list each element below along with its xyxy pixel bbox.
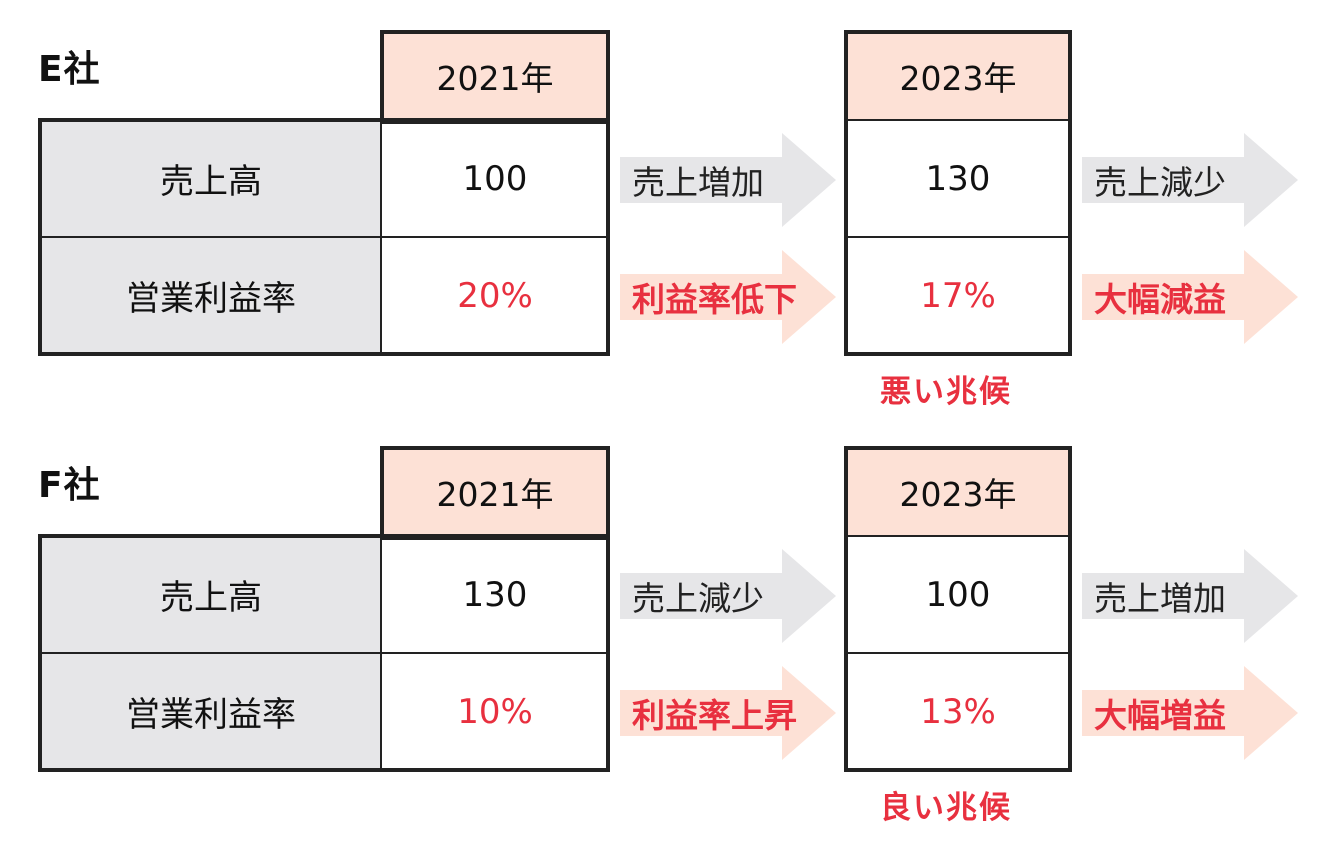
divider (846, 652, 1070, 654)
arrow-margin-end: 大幅減益 (1082, 250, 1298, 344)
year-header-2021: 2021年 (382, 448, 608, 536)
arrow-right-icon (1082, 666, 1298, 760)
arrow-sales-end: 売上減少 (1082, 133, 1298, 227)
divider (846, 535, 1070, 537)
margin-value-2021: 10% (382, 653, 608, 770)
margin-value-2023: 17% (846, 237, 1070, 354)
company-section-f: F社 売上高 営業利益率 2021年 130 10% 2023年 100 13%… (0, 416, 1318, 836)
arrow-sales-end: 売上増加 (1082, 549, 1298, 643)
arrow-margin-end: 大幅増益 (1082, 666, 1298, 760)
row-label-margin: 営業利益率 (40, 653, 382, 770)
arrow-label: 売上減少 (632, 579, 764, 618)
arrow-margin-mid: 利益率上昇 (620, 666, 836, 760)
margin-value-2023: 13% (846, 653, 1070, 770)
arrow-margin-mid: 利益率低下 (620, 250, 836, 344)
arrow-label: 利益率上昇 (632, 696, 797, 735)
company-section-e: E社 売上高 営業利益率 2021年 100 20% 2023年 130 17%… (0, 0, 1318, 420)
row-label-sales: 売上高 (40, 536, 382, 653)
arrow-label: 大幅増益 (1094, 696, 1226, 735)
year-header-frame (380, 446, 610, 540)
arrow-right-icon (620, 549, 836, 643)
arrow-right-icon (620, 250, 836, 344)
arrow-label: 売上増加 (632, 163, 764, 202)
arrow-right-icon (1082, 250, 1298, 344)
right-table-frame (844, 446, 1072, 772)
row-label-sales: 売上高 (40, 120, 382, 237)
company-title: E社 (38, 49, 101, 90)
year-header-2021: 2021年 (382, 32, 608, 120)
arrow-right-icon (1082, 133, 1298, 227)
year-header-2023: 2023年 (846, 32, 1070, 120)
margin-value-2021: 20% (382, 237, 608, 354)
signal-note: 良い兆候 (880, 790, 1012, 826)
arrow-right-icon (620, 133, 836, 227)
divider (40, 236, 608, 238)
divider (846, 236, 1070, 238)
arrow-label: 利益率低下 (632, 280, 797, 319)
arrow-sales-mid: 売上増加 (620, 133, 836, 227)
signal-note: 悪い兆候 (880, 374, 1012, 410)
sales-value-2023: 130 (846, 120, 1070, 237)
sales-value-2021: 130 (382, 536, 608, 653)
sales-value-2023: 100 (846, 536, 1070, 653)
arrow-right-icon (1082, 549, 1298, 643)
arrow-label: 売上増加 (1094, 579, 1226, 618)
divider (846, 119, 1070, 121)
divider (40, 652, 608, 654)
right-table-frame (844, 30, 1072, 356)
arrow-sales-mid: 売上減少 (620, 549, 836, 643)
arrow-label: 売上減少 (1094, 163, 1226, 202)
year-header-frame (380, 30, 610, 124)
sales-value-2021: 100 (382, 120, 608, 237)
row-label-margin: 営業利益率 (40, 237, 382, 354)
year-header-2023: 2023年 (846, 448, 1070, 536)
company-title: F社 (38, 465, 101, 506)
arrow-right-icon (620, 666, 836, 760)
arrow-label: 大幅減益 (1094, 280, 1226, 319)
